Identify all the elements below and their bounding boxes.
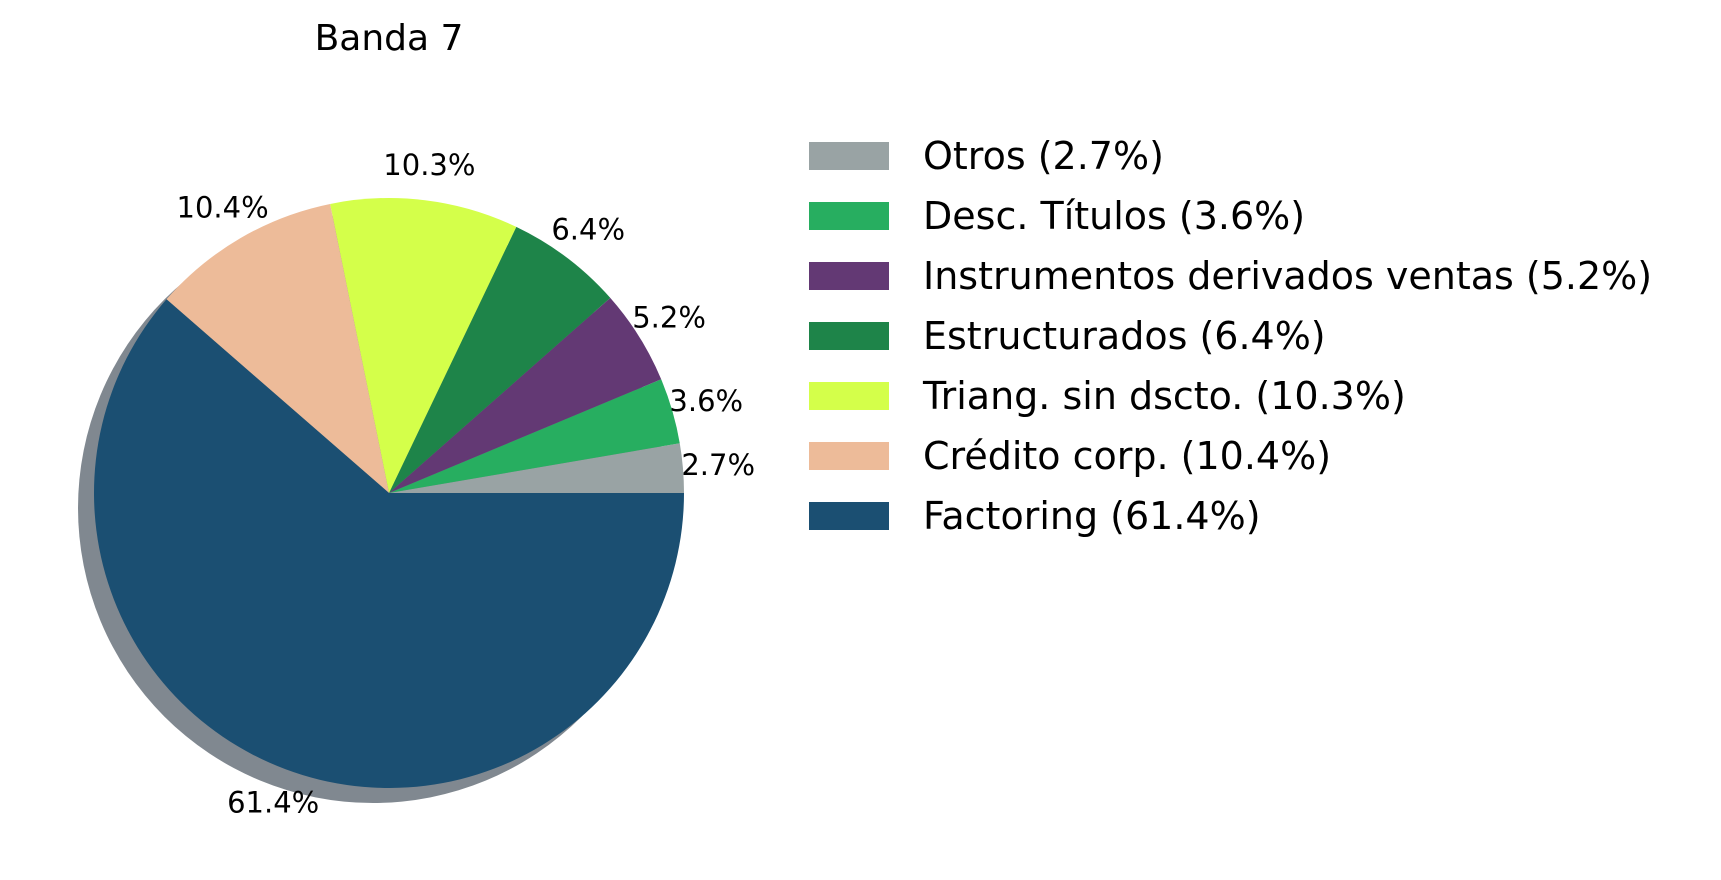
pie-slice-factoring bbox=[93, 299, 684, 788]
pie-label-estructurados: 6.4% bbox=[551, 212, 625, 246]
legend-label-desc-titulos: Desc. Títulos (3.6%) bbox=[923, 194, 1305, 238]
pie-label-instrumentos-derivados-ventas: 5.2% bbox=[632, 301, 706, 335]
legend-label-instrumentos-derivados-ventas: Instrumentos derivados ventas (5.2%) bbox=[923, 254, 1652, 298]
legend-swatch-desc-titulos bbox=[809, 202, 889, 230]
pie-slice-triang-sin-dscto bbox=[330, 198, 517, 493]
legend-swatch-otros bbox=[809, 142, 889, 170]
legend-swatch-credito-corp bbox=[809, 442, 889, 470]
legend: Otros (2.7%) Desc. Títulos (3.6%) Instrume… bbox=[809, 134, 1652, 538]
legend-swatch-instrumentos-derivados-ventas bbox=[809, 262, 889, 290]
pie-slice-otros bbox=[389, 443, 684, 493]
pie-label-triang-sin-dscto: 10.3% bbox=[383, 148, 475, 182]
legend-swatch-triang-sin-dscto bbox=[809, 382, 889, 410]
legend-swatch-factoring bbox=[809, 502, 889, 530]
pie-slice-desc-titulos bbox=[389, 379, 680, 493]
legend-label-credito-corp: Crédito corp. (10.4%) bbox=[923, 434, 1331, 478]
chart-title: Banda 7 bbox=[315, 18, 464, 59]
pie-label-credito-corp: 10.4% bbox=[177, 191, 269, 225]
legend-label-triang-sin-dscto: Triang. sin dscto. (10.3%) bbox=[922, 374, 1406, 418]
legend-label-otros: Otros (2.7%) bbox=[923, 134, 1164, 178]
pie-slice-instrumentos-derivados-ventas bbox=[389, 297, 662, 493]
legend-label-estructurados: Estructurados (6.4%) bbox=[923, 314, 1326, 358]
legend-label-factoring: Factoring (61.4%) bbox=[923, 494, 1261, 538]
pie-slice-credito-corp bbox=[166, 203, 389, 494]
pie-label-desc-titulos: 3.6% bbox=[669, 384, 743, 418]
pie-label-otros: 2.7% bbox=[681, 448, 755, 482]
pie-slices bbox=[93, 198, 684, 788]
pie-label-factoring: 61.4% bbox=[227, 785, 319, 819]
pie-slice-estructurados bbox=[389, 226, 611, 493]
pie-percent-labels: 2.7% 3.6% 5.2% 6.4% 10.3% 10.4% 61.4% bbox=[177, 148, 756, 819]
legend-swatch-estructurados bbox=[809, 322, 889, 350]
